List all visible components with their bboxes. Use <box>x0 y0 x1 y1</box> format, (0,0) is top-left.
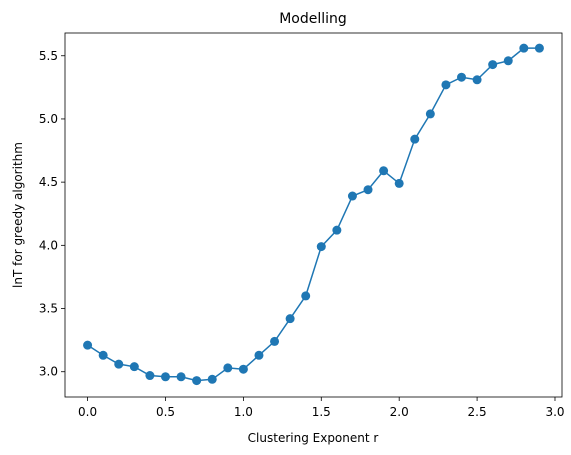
data-point <box>457 72 467 82</box>
y-tick-label: 5.0 <box>39 112 58 126</box>
data-point <box>425 109 435 119</box>
data-point <box>472 75 482 85</box>
x-axis-label: Clustering Exponent r <box>248 431 379 445</box>
data-point <box>114 359 124 369</box>
data-point <box>145 371 155 381</box>
data-point <box>379 166 389 176</box>
data-point <box>254 350 264 360</box>
data-point <box>176 372 186 382</box>
data-point <box>223 363 233 373</box>
data-point <box>363 185 373 195</box>
data-point <box>238 364 248 374</box>
y-tick-label: 3.0 <box>39 365 58 379</box>
data-point <box>83 340 93 350</box>
data-point <box>332 225 342 235</box>
x-tick-label: 2.5 <box>468 405 487 419</box>
series-markers <box>83 43 544 386</box>
data-point <box>441 80 451 90</box>
x-tick-label: 1.0 <box>234 405 253 419</box>
data-point <box>519 43 529 53</box>
data-point <box>316 242 326 252</box>
x-tick-label: 0.0 <box>78 405 97 419</box>
y-tick-label: 3.5 <box>39 302 58 316</box>
x-tick-label: 0.5 <box>156 405 175 419</box>
x-axis: 0.0 0.5 1.0 1.5 2.0 2.5 3.0 <box>78 397 565 419</box>
series-line <box>87 47 540 382</box>
y-axis-label: lnT for greedy algorithm <box>11 142 25 288</box>
data-point <box>410 134 420 144</box>
y-tick-label: 5.5 <box>39 49 58 63</box>
data-point <box>503 56 513 66</box>
y-tick-label: 4.0 <box>39 238 58 252</box>
data-point <box>301 291 311 301</box>
data-point <box>98 350 108 360</box>
data-point <box>488 60 498 70</box>
data-point <box>207 374 217 384</box>
data-point <box>394 178 404 188</box>
chart-title: Modelling <box>279 11 347 27</box>
data-point <box>270 336 280 346</box>
data-point <box>285 314 295 324</box>
data-point <box>192 376 202 386</box>
y-axis: 3.0 3.5 4.0 4.5 5.0 5.5 <box>39 49 65 379</box>
data-point <box>160 372 170 382</box>
y-tick-label: 4.5 <box>39 175 58 189</box>
data-point <box>347 191 357 201</box>
x-tick-label: 3.0 <box>545 405 564 419</box>
plot-area-frame <box>64 32 563 398</box>
x-tick-label: 2.0 <box>390 405 409 419</box>
x-tick-label: 1.5 <box>312 405 331 419</box>
data-point <box>534 43 544 53</box>
data-point <box>129 362 139 372</box>
